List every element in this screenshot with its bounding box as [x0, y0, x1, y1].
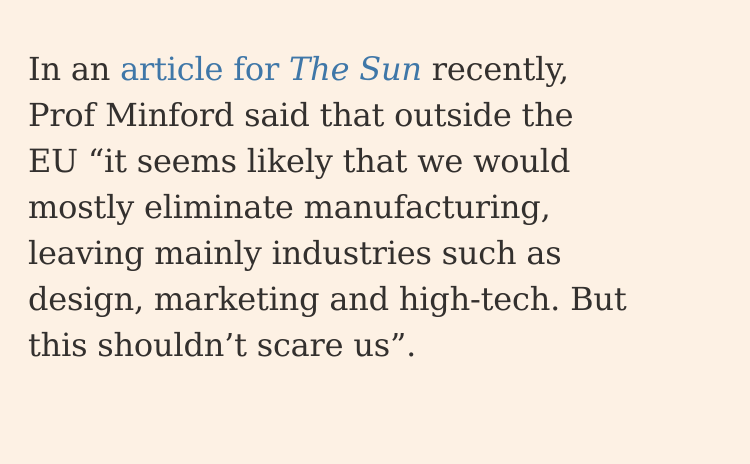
paragraph-line-5: leaving mainly industries such as [28, 234, 562, 272]
line1-prefix: In an [28, 50, 121, 88]
article-link[interactable]: article for The Sun [120, 50, 422, 88]
article-link-text: article for [120, 50, 290, 88]
paragraph-line-3: EU “it seems likely that we would [28, 142, 571, 180]
paragraph-line-2: Prof Minford said that outside the [28, 96, 574, 134]
paragraph-line-4: mostly eliminate manufacturing, [28, 188, 551, 226]
paragraph-line-1: In an article for The Sun recently, [28, 46, 730, 92]
paragraph-line-7: this shouldn’t scare us”. [28, 326, 417, 364]
paragraph-line-6: design, marketing and high-tech. But [28, 280, 627, 318]
publication-name: The Sun [289, 50, 422, 88]
article-paragraph: In an article for The Sun recently, Prof… [28, 46, 730, 368]
line1-suffix: recently, [421, 50, 569, 88]
